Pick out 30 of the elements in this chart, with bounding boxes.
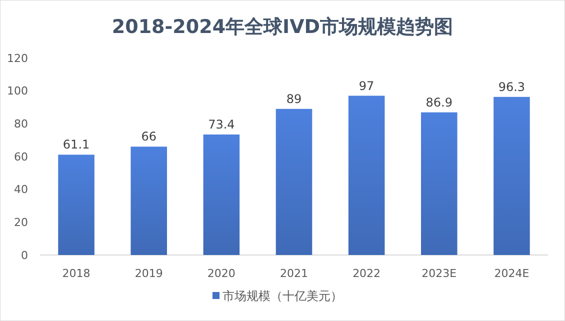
- chart-title: 2018-2024年全球IVD市场规模趋势图: [112, 16, 454, 38]
- x-tick-label: 2022: [352, 266, 381, 280]
- y-tick-label: 120: [7, 52, 28, 65]
- y-tick-label: 40: [14, 183, 28, 196]
- bar: [203, 134, 240, 255]
- x-tick-label: 2019: [134, 266, 163, 280]
- bar: [58, 154, 94, 255]
- data-label: 73.4: [208, 118, 235, 132]
- data-label: 66: [141, 130, 156, 144]
- y-tick-label: 20: [14, 216, 28, 230]
- y-tick-label: 100: [7, 84, 28, 98]
- x-tick-label: 2018: [62, 266, 90, 280]
- legend-label: 市场规模（十亿美元）: [222, 289, 342, 304]
- bar: [494, 96, 530, 255]
- bar: [421, 112, 458, 255]
- y-tick-label: 0: [21, 248, 28, 262]
- data-label: 89: [286, 92, 302, 106]
- data-label: 97: [358, 78, 374, 93]
- bar: [130, 146, 167, 255]
- x-tick-label: 2024E: [494, 266, 530, 280]
- x-tick-label: 2023E: [422, 266, 457, 280]
- bar: [348, 96, 385, 255]
- data-label: 86.9: [426, 95, 452, 110]
- bar: [276, 108, 312, 255]
- y-tick-label: 80: [14, 118, 28, 131]
- y-tick-label: 60: [14, 150, 28, 164]
- data-label: 61.1: [62, 138, 90, 152]
- x-tick-label: 2021: [280, 266, 308, 280]
- x-tick-label: 2020: [207, 266, 236, 280]
- data-label: 96.3: [498, 80, 526, 94]
